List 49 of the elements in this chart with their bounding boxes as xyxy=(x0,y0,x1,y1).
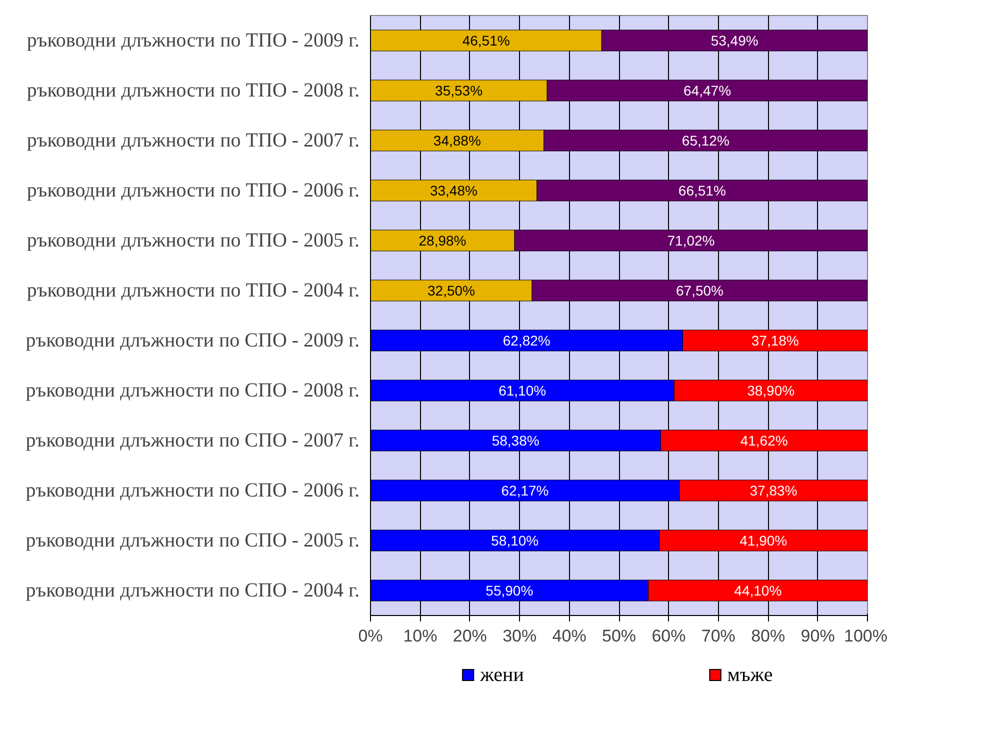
data-label: 32,50% xyxy=(428,282,476,298)
y-tick-label: ръководни длъжности по СПО - 2004 г. xyxy=(26,580,360,602)
data-label: 67,50% xyxy=(676,282,724,298)
data-label: 71,02% xyxy=(667,232,715,248)
legend-label: жени xyxy=(479,663,524,688)
data-label: 37,83% xyxy=(750,482,798,498)
data-label: 58,10% xyxy=(491,532,539,548)
x-tick-label: 60% xyxy=(652,626,686,646)
y-tick-label: ръководни длъжности по ТПО - 2007 г. xyxy=(26,130,360,152)
x-tick-label: 80% xyxy=(751,626,786,646)
data-label: 64,47% xyxy=(684,82,732,98)
data-label: 33,48% xyxy=(430,182,478,198)
y-tick-label: ръководни длъжности по СПО - 2007 г. xyxy=(26,430,360,452)
data-label: 61,10% xyxy=(498,382,546,398)
x-tick-label: 100% xyxy=(844,626,888,646)
y-tick-label: ръководни длъжности по ТПО - 2008 г. xyxy=(26,80,360,102)
x-tick-label: 70% xyxy=(701,626,736,646)
y-tick-label: ръководни длъжности по ТПО - 2009 г. xyxy=(26,30,360,52)
y-tick-label: ръководни длъжности по СПО - 2006 г. xyxy=(26,480,360,502)
data-label: 34,88% xyxy=(433,132,481,148)
x-tick-label: 30% xyxy=(502,626,537,646)
x-tick-label: 10% xyxy=(403,626,438,646)
x-tick-label: 90% xyxy=(800,626,835,646)
y-tick-label: ръководни длъжности по СПО - 2005 г. xyxy=(26,530,360,552)
legend-label: мъже xyxy=(726,663,773,688)
data-label: 66,51% xyxy=(678,182,726,198)
x-tick-label: 0% xyxy=(358,626,383,646)
data-label: 38,90% xyxy=(747,382,795,398)
x-tick-label: 20% xyxy=(452,626,487,646)
x-tick-label: 40% xyxy=(552,626,586,646)
y-tick-label: ръководни длъжности по ТПО - 2005 г. xyxy=(26,230,360,252)
data-label: 41,62% xyxy=(740,432,788,448)
data-label: 58,38% xyxy=(492,432,540,448)
data-label: 62,17% xyxy=(501,482,549,498)
y-tick-label: ръководни длъжности по ТПО - 2004 г. xyxy=(26,280,360,302)
data-label: 55,90% xyxy=(486,582,534,598)
data-label: 37,18% xyxy=(751,332,799,348)
data-label: 44,10% xyxy=(734,582,782,598)
data-label: 53,49% xyxy=(710,32,758,48)
data-label: 28,98% xyxy=(418,232,466,248)
x-tick-label: 50% xyxy=(602,626,636,646)
y-tick-label: ръководни длъжности по СПО - 2008 г. xyxy=(26,380,360,402)
data-label: 41,90% xyxy=(740,532,788,548)
data-label: 35,53% xyxy=(435,82,483,98)
data-label: 65,12% xyxy=(682,132,730,148)
y-tick-label: ръководни длъжности по СПО - 2009 г. xyxy=(26,330,360,352)
y-tick-label: ръководни длъжности по ТПО - 2006 г. xyxy=(26,180,360,202)
data-label: 46,51% xyxy=(462,32,510,48)
data-label: 62,82% xyxy=(502,332,550,348)
